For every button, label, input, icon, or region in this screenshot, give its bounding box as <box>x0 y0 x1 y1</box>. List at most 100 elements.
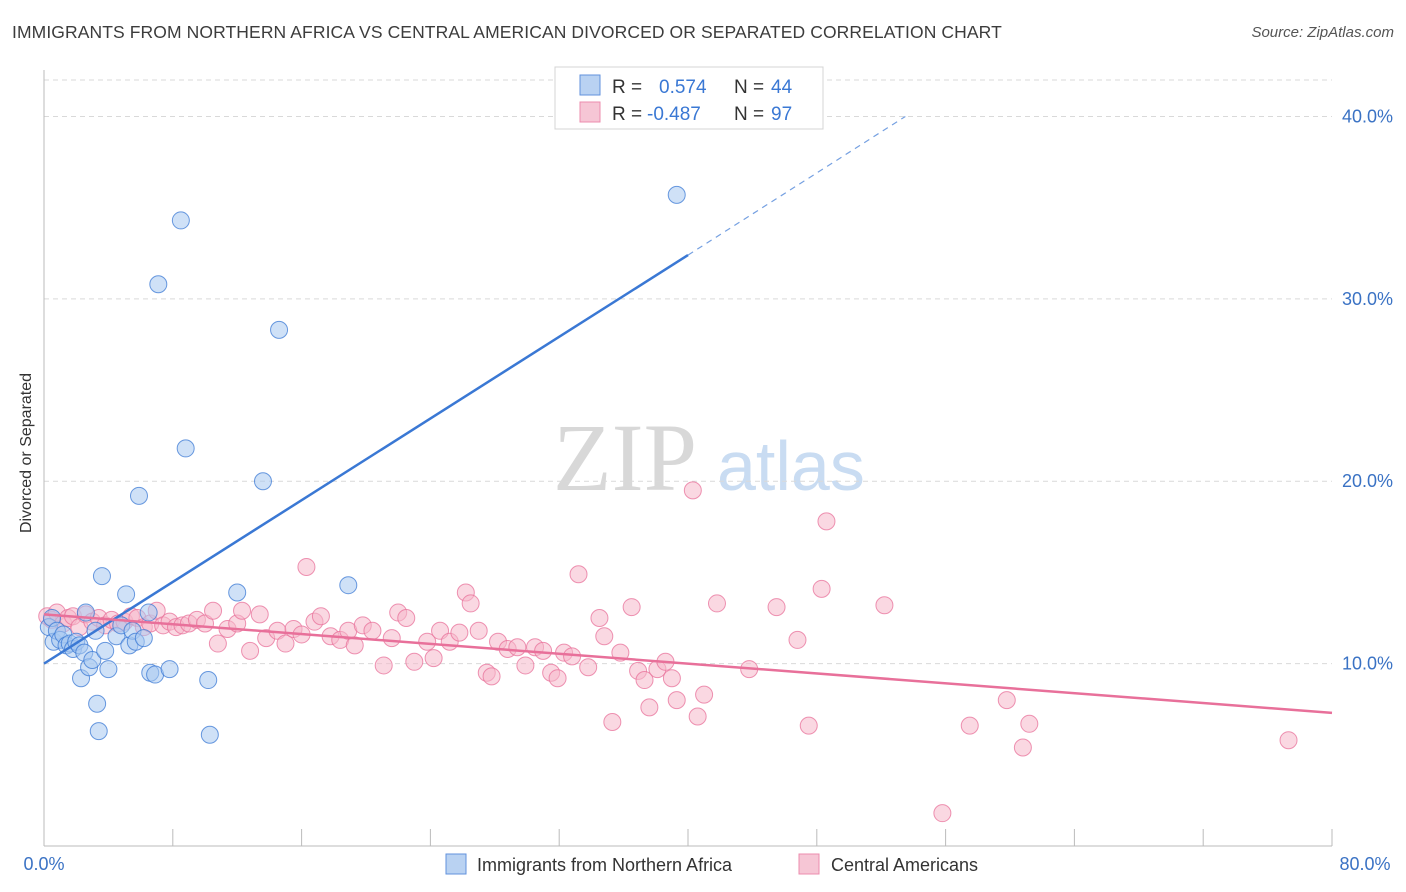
stats-box: R = 0.574 N = 44 R = -0.487 N = 97 <box>554 66 824 130</box>
y-tick-label: 20.0% <box>1342 471 1393 491</box>
data-point <box>461 594 480 613</box>
data-point <box>875 596 894 615</box>
data-point <box>960 716 979 735</box>
stats-pink-r-label: R = <box>612 104 642 125</box>
data-point <box>199 671 218 690</box>
data-point <box>204 601 223 620</box>
stats-pink-r-value: -0.487 <box>647 104 701 125</box>
data-point <box>241 641 260 660</box>
data-point <box>200 725 219 744</box>
data-point <box>233 601 252 620</box>
data-point <box>228 583 247 602</box>
data-point <box>345 636 364 655</box>
data-point <box>311 607 330 626</box>
data-point <box>92 567 111 586</box>
data-point <box>176 439 195 458</box>
stats-blue-r-value: 0.574 <box>659 77 707 98</box>
data-point <box>707 594 726 613</box>
data-point <box>997 691 1016 710</box>
data-point <box>688 707 707 726</box>
data-point <box>405 652 424 671</box>
trend-line-blue <box>43 254 689 665</box>
data-point <box>1020 714 1039 733</box>
y-axis-tick-labels: 10.0% 20.0% 30.0% 40.0% <box>1342 106 1393 673</box>
data-point <box>374 656 393 675</box>
data-point <box>89 722 108 741</box>
data-point <box>88 694 107 713</box>
legend-label-pink: Central Americans <box>831 855 978 875</box>
data-point <box>595 627 614 646</box>
watermark: ZIP atlas <box>553 404 865 511</box>
data-point <box>117 585 136 604</box>
data-point <box>799 716 818 735</box>
chart-title: IMMIGRANTS FROM NORTHERN AFRICA VS CENTR… <box>12 22 1002 42</box>
data-point <box>418 632 437 651</box>
watermark-atlas: atlas <box>717 427 865 505</box>
watermark-zip: ZIP <box>553 404 697 511</box>
data-point <box>933 804 952 823</box>
data-point <box>548 669 567 688</box>
data-point <box>363 621 382 640</box>
central-americans-points <box>38 481 1298 823</box>
trend-line-blue-extension <box>687 115 906 256</box>
data-point <box>149 275 168 294</box>
stats-pink-n-value: 97 <box>771 104 792 125</box>
data-point <box>695 685 714 704</box>
legend-label-blue: Immigrants from Northern Africa <box>477 855 733 875</box>
data-point <box>482 667 501 686</box>
data-point <box>160 660 179 679</box>
data-point <box>171 211 190 230</box>
stats-swatch-blue <box>579 74 601 96</box>
data-point <box>297 557 316 576</box>
data-point <box>83 650 102 669</box>
data-point <box>767 598 786 617</box>
source-credit: Source: ZipAtlas.com <box>1251 24 1394 41</box>
x-tick-label-min: 0.0% <box>23 854 64 874</box>
data-point <box>424 649 443 668</box>
trend-lines <box>43 115 1333 715</box>
data-point <box>667 185 686 204</box>
grid-lines <box>44 79 1332 665</box>
data-point <box>817 512 836 531</box>
y-tick-label: 10.0% <box>1342 654 1393 674</box>
northern-africa-points <box>39 185 686 744</box>
data-point <box>579 658 598 677</box>
legend-swatch-blue <box>445 853 467 875</box>
y-tick-label: 40.0% <box>1342 106 1393 126</box>
data-point <box>622 598 641 617</box>
data-point <box>640 698 659 717</box>
data-point <box>508 638 527 657</box>
x-tick-label-max: 80.0% <box>1339 854 1390 874</box>
bottom-legend: Immigrants from Northern Africa Central … <box>445 853 978 875</box>
data-point <box>276 634 295 653</box>
data-point <box>139 603 158 622</box>
data-point <box>208 634 227 653</box>
stats-swatch-pink <box>579 101 601 123</box>
y-tick-label: 30.0% <box>1342 289 1393 309</box>
data-point <box>1279 731 1298 750</box>
trend-line-pink <box>43 613 1333 715</box>
data-point <box>812 579 831 598</box>
data-point <box>339 576 358 595</box>
data-point <box>569 565 588 584</box>
data-point <box>683 481 702 500</box>
data-point <box>253 472 272 491</box>
data-point <box>450 623 469 642</box>
data-point <box>667 691 686 710</box>
data-point <box>516 656 535 675</box>
data-point <box>96 641 115 660</box>
data-point <box>469 621 488 640</box>
data-point <box>99 660 118 679</box>
data-point <box>662 669 681 688</box>
data-point <box>250 605 269 624</box>
data-point <box>590 609 609 628</box>
x-axis-ticks <box>43 829 1333 846</box>
stats-blue-n-label: N = <box>734 77 764 98</box>
data-point <box>382 629 401 648</box>
data-point <box>134 629 153 648</box>
stats-pink-n-label: N = <box>734 104 764 125</box>
data-point <box>1013 738 1032 757</box>
data-point <box>635 671 654 690</box>
stats-blue-n-value: 44 <box>771 77 793 98</box>
